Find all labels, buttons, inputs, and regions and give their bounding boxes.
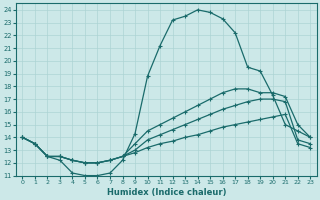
X-axis label: Humidex (Indice chaleur): Humidex (Indice chaleur) [107,188,226,197]
